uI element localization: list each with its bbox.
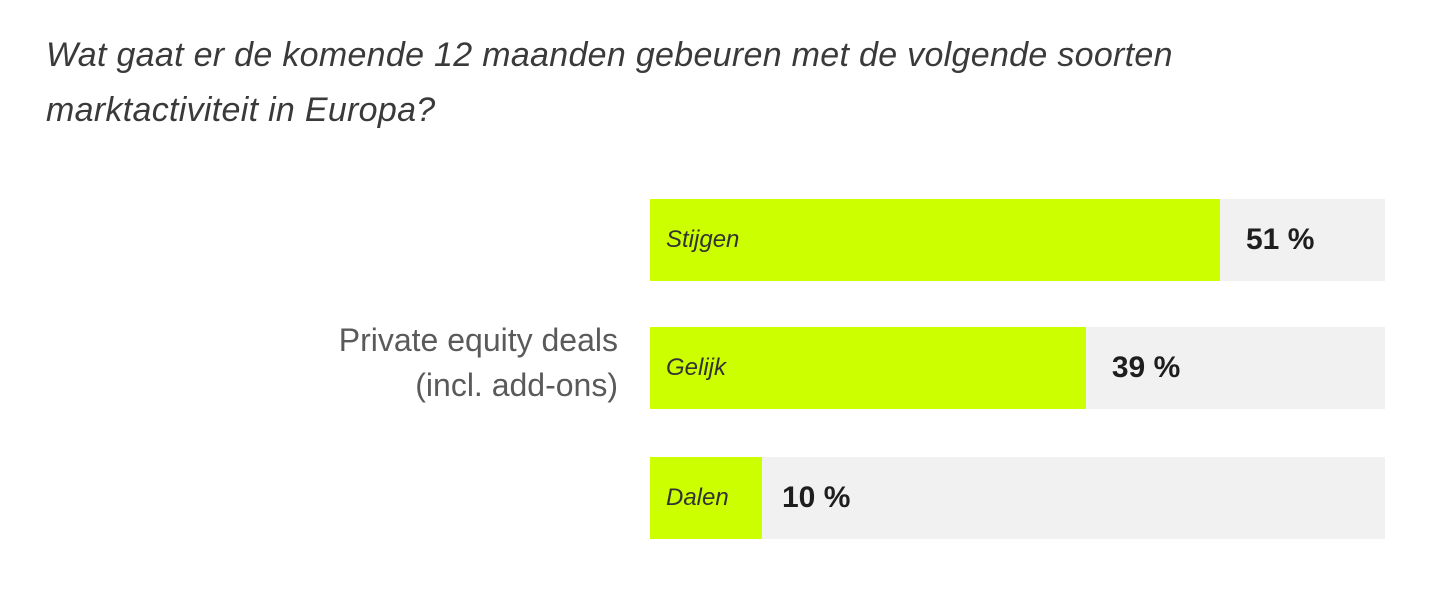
bar-value-stijgen: 51 % [1246,223,1315,256]
chart-title: Wat gaat er de komende 12 maanden gebeur… [46,36,1173,129]
bar-gelijk [650,327,1086,409]
bar-value-gelijk: 39 % [1111,351,1181,384]
bar-value-dalen: 10 % [782,481,851,514]
bar-track-gelijk: Gelijk 39 % [650,327,1385,409]
category-label-line-1: Private equity deals [338,322,618,358]
category-label: Private equity deals (incl. add-ons) [339,318,618,408]
bar-track-stijgen: Stijgen 51 % [650,199,1385,281]
bar-label-dalen: Dalen [666,484,729,511]
bar-stijgen [650,199,1220,281]
category-label-line-2: (incl. add-ons) [415,367,618,403]
bar-dalen [650,457,762,539]
bar-label-stijgen: Stijgen [666,226,740,253]
bar-track-dalen: Dalen 10 % [650,457,1385,539]
bar-label-gelijk: Gelijk [666,354,727,381]
